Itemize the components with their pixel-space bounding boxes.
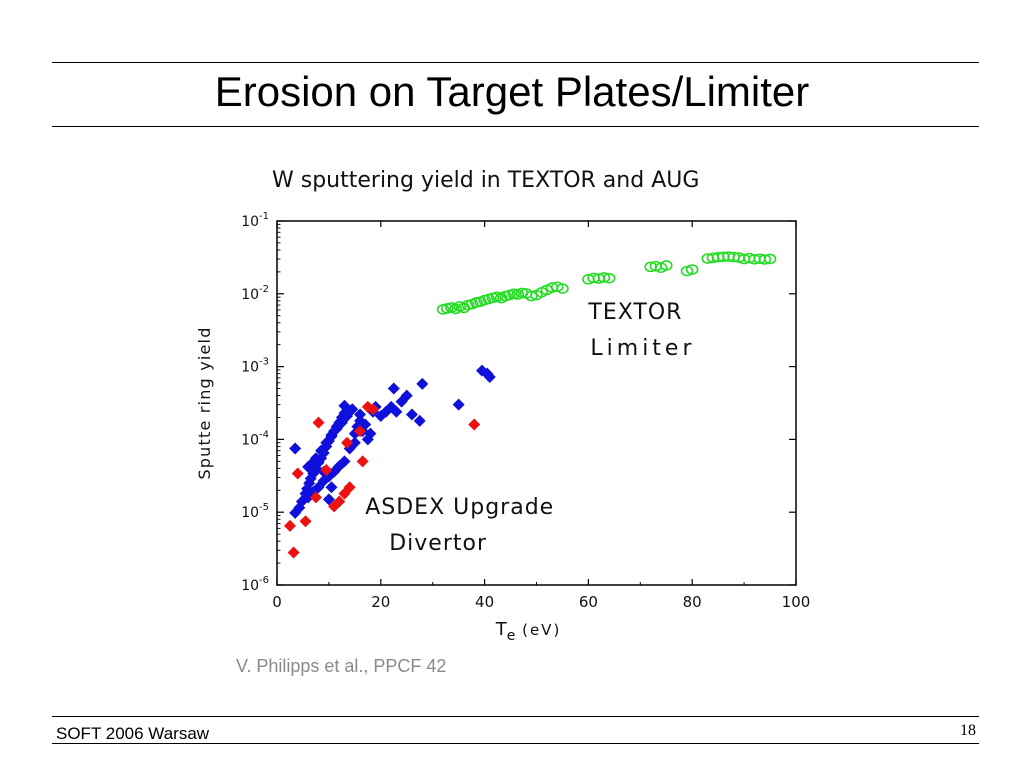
data-point xyxy=(287,546,300,559)
data-point xyxy=(483,370,496,383)
data-point xyxy=(597,272,611,283)
title-underline xyxy=(52,126,979,127)
data-point xyxy=(315,444,328,457)
data-point xyxy=(659,260,673,271)
data-point xyxy=(354,425,367,438)
data-point xyxy=(291,467,304,480)
top-rule xyxy=(52,62,979,63)
data-point xyxy=(390,405,403,418)
data-point xyxy=(309,452,322,465)
data-point xyxy=(320,463,333,476)
data-point xyxy=(367,403,380,416)
data-point xyxy=(283,519,296,532)
data-point xyxy=(413,414,426,427)
data-point xyxy=(387,382,400,395)
data-point xyxy=(302,460,315,473)
data-point xyxy=(405,408,418,421)
data-point xyxy=(307,485,320,498)
scatter-plot: 0 20 40 60 80 100 10-6 10-5 10-4 10-3 10-2 10-1 Te (… xyxy=(195,211,811,644)
y-tick-label: 10-5 xyxy=(241,502,269,521)
annotation-label: ASDEX Upgrade xyxy=(365,495,554,520)
data-point xyxy=(320,436,333,449)
y-axis-label: Sputte ring yield xyxy=(195,326,214,479)
data-point xyxy=(293,501,306,514)
data-point xyxy=(312,481,325,494)
x-tick-label: 20 xyxy=(371,593,390,611)
data-point xyxy=(359,418,372,431)
data-point xyxy=(452,398,465,411)
data-point xyxy=(309,491,322,504)
y-tick-label: 10-2 xyxy=(241,284,269,303)
chart-title: W sputtering yield in TEXTOR and AUG xyxy=(272,168,700,193)
data-point xyxy=(758,254,772,265)
x-tick-label: 40 xyxy=(475,593,494,611)
data-point xyxy=(602,272,616,284)
x-tick-label: 60 xyxy=(579,593,598,611)
data-point xyxy=(312,416,325,429)
data-point xyxy=(289,506,302,519)
data-point xyxy=(685,264,699,275)
data-point xyxy=(361,400,374,413)
data-point xyxy=(556,283,569,294)
data-point xyxy=(338,455,351,468)
data-point xyxy=(525,290,538,302)
page-number: 18 xyxy=(960,722,976,739)
chart-container: 0 20 40 60 80 100 10-6 10-5 10-4 10-3 10-2 10-1 Te (… xyxy=(180,196,820,646)
x-tick-label: 0 xyxy=(272,593,282,611)
data-point xyxy=(763,253,777,265)
data-point xyxy=(302,491,315,504)
data-point xyxy=(325,481,338,494)
y-tick-label: 10-6 xyxy=(241,575,269,594)
x-axis-label: Te (eV) xyxy=(495,619,562,644)
data-point xyxy=(354,408,367,421)
citation: V. Philipps et al., PPCF 42 xyxy=(236,656,447,676)
data-point xyxy=(468,418,481,431)
annotation-label: Divertor xyxy=(389,531,487,556)
data-point xyxy=(361,433,374,446)
data-point xyxy=(356,455,369,468)
data-point xyxy=(343,481,356,494)
footer-rule-top xyxy=(52,716,979,717)
data-point xyxy=(338,399,351,412)
data-point xyxy=(299,515,312,528)
footer-event: SOFT 2006 Warsaw xyxy=(56,724,210,743)
data-point xyxy=(317,474,330,487)
plot-frame xyxy=(276,220,797,586)
data-point xyxy=(333,495,346,508)
annotation-label: TEXTOR xyxy=(587,300,682,325)
data-point xyxy=(341,436,354,449)
data-point xyxy=(416,377,429,390)
data-point xyxy=(289,442,302,455)
y-tick-label: 10-4 xyxy=(241,429,269,448)
footer-rule-bottom xyxy=(52,743,979,744)
data-point xyxy=(348,436,361,449)
slide-title: Erosion on Target Plates/Limiter xyxy=(214,68,810,115)
y-tick-label: 10-3 xyxy=(241,357,269,376)
data-point xyxy=(322,493,335,506)
x-tick-label: 100 xyxy=(782,593,811,611)
annotation-label: Limiter xyxy=(590,336,695,361)
y-tick-label: 10-1 xyxy=(241,211,269,230)
data-point xyxy=(364,427,377,440)
data-point xyxy=(400,389,413,402)
x-tick-label: 80 xyxy=(683,593,702,611)
